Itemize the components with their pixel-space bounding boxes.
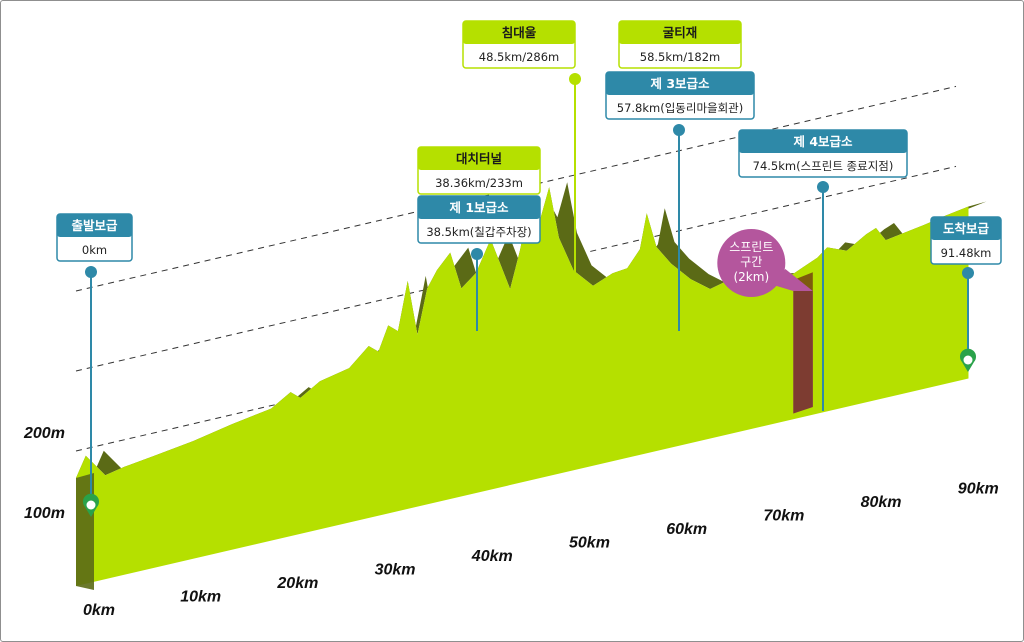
y-tick-label: 100m: [24, 505, 65, 522]
point-name: 출발보급: [71, 218, 118, 233]
point-detail: 0km: [82, 243, 107, 257]
label-box-header: [418, 147, 540, 170]
label-box-header: [57, 214, 132, 237]
point-name: 도착보급: [943, 221, 990, 236]
sprint-label: (2km): [733, 270, 769, 284]
supply-label: 출발보급 0km: [56, 213, 133, 262]
point-name: 굴티재: [663, 25, 698, 40]
peak-label: 침대울 48.5km/286m: [462, 20, 576, 69]
point-detail: 91.48km: [941, 246, 992, 260]
pointer-dot: [817, 181, 829, 193]
point-detail: 38.36km/233m: [435, 176, 523, 190]
point-name: 제 3보급소: [650, 76, 710, 91]
pointer-dot: [471, 248, 483, 260]
x-tick-label: 10km: [180, 589, 221, 606]
sprint-label: 구간: [740, 255, 762, 269]
x-tick-label: 80km: [861, 494, 902, 511]
supply-label: 제 3보급소 57.8km(입동리마을회관): [605, 71, 755, 120]
supply-label: 제 1보급소 38.5km(칠갑주차장): [417, 195, 541, 244]
terrain-face: [76, 187, 969, 586]
x-tick-label: 30km: [375, 562, 416, 579]
point-detail: 58.5km/182m: [640, 50, 721, 64]
x-tick-label: 50km: [569, 535, 610, 552]
label-box-header: [931, 217, 1001, 240]
x-tick-label: 0km: [83, 602, 115, 619]
label-box-header: [418, 196, 540, 219]
label-box-header: [463, 21, 575, 44]
label-box-header: [606, 72, 754, 95]
label-box-header: [739, 130, 907, 153]
x-tick-label: 70km: [763, 508, 804, 525]
x-tick-label: 90km: [958, 481, 999, 498]
point-detail: 38.5km(칠갑주차장): [426, 225, 531, 239]
sprint-bubble: [717, 229, 786, 297]
point-name: 제 4보급소: [793, 134, 853, 149]
sprint-connector: [773, 269, 813, 291]
point-detail: 57.8km(입동리마을회관): [617, 101, 744, 115]
point-detail: 48.5km/286m: [479, 50, 560, 64]
point-name: 침대울: [502, 25, 537, 40]
sprint-label: 스프린트: [729, 240, 773, 254]
y-tick-label: 200m: [23, 425, 65, 442]
point-name: 대치터널: [456, 151, 502, 166]
peak-label: 굴티재 58.5km/182m: [618, 20, 742, 69]
x-tick-label: 40km: [471, 548, 513, 565]
pointer-dot: [569, 73, 581, 85]
point-detail: 74.5km(스프린트 종료지점): [753, 159, 894, 173]
sprint-overlay: [793, 272, 813, 414]
pointer-dot: [673, 124, 685, 136]
location-pin-icon: [83, 493, 99, 517]
peak-label: 대치터널 38.36km/233m: [417, 146, 541, 195]
pointer-dot: [962, 267, 974, 279]
supply-label: 제 4보급소 74.5km(스프린트 종료지점): [738, 129, 908, 178]
x-tick-label: 20km: [276, 575, 318, 592]
supply-label: 도착보급 91.48km: [930, 216, 1002, 265]
label-box-header: [619, 21, 741, 44]
point-name: 제 1보급소: [449, 200, 509, 215]
pointer-dot: [85, 266, 97, 278]
location-pin-icon: [959, 348, 976, 372]
x-tick-label: 60km: [666, 521, 707, 538]
